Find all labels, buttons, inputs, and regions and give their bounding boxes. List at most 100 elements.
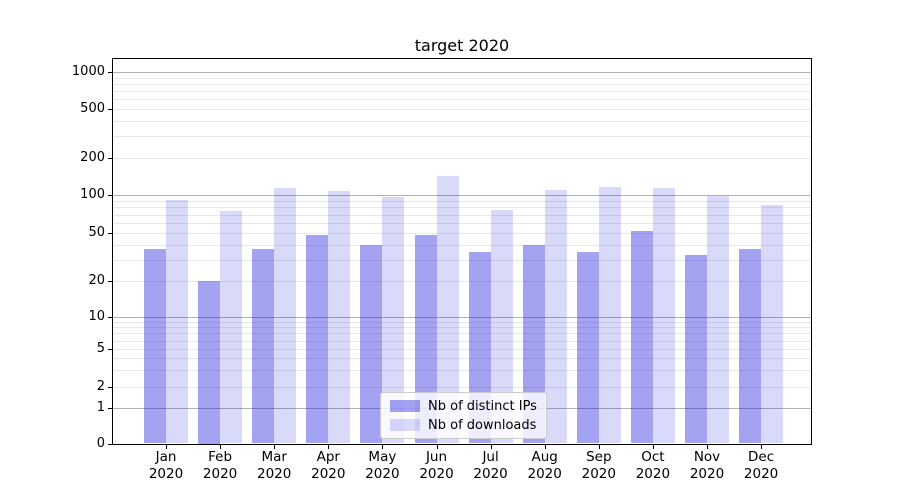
bar-downloads-oct xyxy=(652,188,675,444)
minor-gridline xyxy=(113,333,811,335)
bar-distinct-ips-jun xyxy=(414,235,437,444)
y-tick xyxy=(108,408,113,409)
bar-distinct-ips-apr xyxy=(306,235,329,444)
bar-distinct-ips-oct xyxy=(630,230,653,444)
x-tick-label: Jul 2020 xyxy=(464,449,518,482)
legend-row-distinct-ips: Nb of distinct IPs xyxy=(390,398,537,414)
minor-gridline xyxy=(113,77,811,79)
x-tick-label: Jan 2020 xyxy=(139,449,193,482)
bar-distinct-ips-jan xyxy=(144,248,166,444)
minor-gridline xyxy=(113,233,811,234)
minor-gridline xyxy=(113,99,811,101)
minor-gridline xyxy=(113,259,811,261)
bar-distinct-ips-mar xyxy=(252,248,275,444)
bar-downloads-jan xyxy=(166,199,188,444)
x-tick-year: 2020 xyxy=(743,465,779,482)
x-tick xyxy=(166,443,167,449)
bar-downloads-dec xyxy=(761,204,784,444)
x-tick-year: 2020 xyxy=(148,465,184,482)
minor-gridline xyxy=(113,223,811,224)
legend-label-distinct-ips: Nb of distinct IPs xyxy=(428,398,537,414)
bar-downloads-feb xyxy=(220,210,243,444)
major-gridline xyxy=(113,317,811,318)
bar-downloads-apr xyxy=(328,191,351,444)
y-tick xyxy=(108,443,113,445)
minor-gridline xyxy=(113,327,811,329)
minor-gridline xyxy=(113,358,811,360)
minor-gridline xyxy=(113,387,811,388)
x-tick-year: 2020 xyxy=(365,465,400,482)
x-tick-year: 2020 xyxy=(202,465,238,482)
bar-downloads-mar xyxy=(274,188,297,444)
y-tick xyxy=(108,233,113,234)
x-tick-year: 2020 xyxy=(581,465,616,482)
minor-gridline xyxy=(113,91,811,93)
x-tick-label: Feb 2020 xyxy=(193,449,247,482)
minor-gridline xyxy=(113,120,811,122)
minor-gridline xyxy=(113,281,811,282)
x-tick-label: Jun 2020 xyxy=(410,449,464,482)
legend-row-downloads: Nb of downloads xyxy=(390,417,537,433)
y-tick-label: 50 xyxy=(88,225,105,240)
minor-gridline xyxy=(113,370,811,372)
x-tick-label: May 2020 xyxy=(355,449,409,482)
legend-swatch-distinct-ips-icon xyxy=(390,400,420,412)
y-tick-label: 0 xyxy=(96,435,105,451)
minor-gridline xyxy=(113,244,811,246)
minor-gridline xyxy=(113,321,811,323)
major-gridline xyxy=(113,72,811,73)
y-tick xyxy=(108,317,113,318)
minor-gridline xyxy=(113,109,811,110)
y-tick xyxy=(108,349,113,350)
y-tick xyxy=(108,158,113,159)
x-tick-year: 2020 xyxy=(257,465,292,482)
bar-downloads-sep xyxy=(598,186,621,444)
bar-downloads-jun xyxy=(436,175,459,444)
bar-downloads-jul xyxy=(490,210,513,444)
bar-distinct-ips-dec xyxy=(739,248,762,444)
x-tick xyxy=(761,443,763,449)
bar-distinct-ips-feb xyxy=(198,281,221,444)
x-tick-year: 2020 xyxy=(311,465,346,482)
minor-gridline xyxy=(113,136,811,138)
x-tick-year: 2020 xyxy=(419,465,454,482)
minor-gridline xyxy=(113,200,811,202)
legend-swatch-downloads-icon xyxy=(390,419,420,431)
y-tick-label: 5 xyxy=(96,341,105,356)
y-tick-label: 2 xyxy=(96,379,105,394)
y-tick-label: 10 xyxy=(88,309,105,324)
minor-gridline xyxy=(113,207,811,209)
x-tick xyxy=(274,443,276,449)
x-tick xyxy=(436,443,438,449)
x-tick xyxy=(328,443,330,449)
x-tick xyxy=(382,443,384,449)
y-tick-label: 20 xyxy=(88,273,105,288)
x-tick-label: Oct 2020 xyxy=(626,449,680,482)
chart-title: target 2020 xyxy=(414,36,510,55)
x-tick-label: Dec 2020 xyxy=(734,449,788,482)
major-gridline xyxy=(113,195,811,196)
minor-gridline xyxy=(113,83,811,85)
x-tick-year: 2020 xyxy=(527,465,562,482)
x-tick-label: Nov 2020 xyxy=(680,449,734,482)
bar-downloads-may xyxy=(382,197,405,444)
x-tick-label: Apr 2020 xyxy=(301,449,355,482)
plot-area: Jan 2020 Feb 2020 Mar 2020 Apr 2020 May 2020 Jun 20… xyxy=(72,58,812,482)
bar-distinct-ips-sep xyxy=(576,251,599,444)
x-tick xyxy=(490,443,492,449)
x-tick-year: 2020 xyxy=(689,465,725,482)
x-tick-label: Mar 2020 xyxy=(247,449,301,482)
y-tick-label: 1 xyxy=(96,400,105,415)
y-tick-label: 1000 xyxy=(71,64,105,79)
x-tick xyxy=(652,443,654,449)
y-tick xyxy=(108,195,113,196)
minor-gridline xyxy=(113,158,811,159)
y-tick xyxy=(108,109,113,110)
bar-downloads-nov xyxy=(707,196,729,444)
minor-gridline xyxy=(113,340,811,342)
x-tick xyxy=(598,443,600,449)
bar-distinct-ips-nov xyxy=(685,254,707,444)
y-tick xyxy=(108,281,113,282)
x-tick-label: Sep 2020 xyxy=(572,449,626,482)
